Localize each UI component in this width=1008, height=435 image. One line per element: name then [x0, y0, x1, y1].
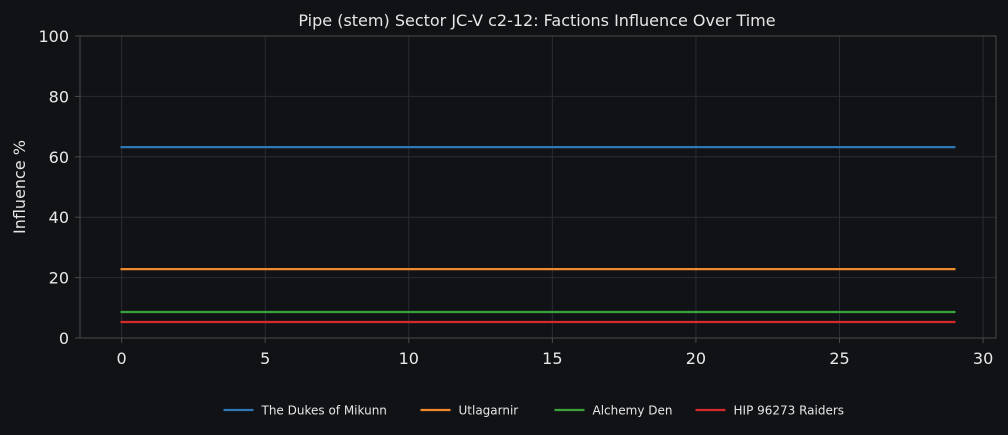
legend-label: The Dukes of Mikunn: [261, 404, 387, 418]
x-tick-label: 0: [117, 349, 127, 368]
x-tick-label: 25: [829, 349, 849, 368]
axis-ticks: 0 5 10 15 20 25 30 0 20 40 60 80 100: [38, 27, 993, 368]
x-tick-label: 10: [399, 349, 419, 368]
legend-label: Alchemy Den: [593, 404, 673, 418]
series-lines: [120, 146, 956, 324]
x-tick-label: 5: [260, 349, 270, 368]
legend-label: Utlagarnir: [459, 404, 519, 418]
x-tick-label: 15: [542, 349, 562, 368]
y-axis-label: Influence %: [10, 140, 29, 234]
x-tick-label: 30: [973, 349, 993, 368]
chart-title: Pipe (stem) Sector JC-V c2-12: Factions …: [298, 11, 775, 30]
y-tick-label: 20: [49, 269, 69, 288]
y-tick-label: 60: [49, 148, 69, 167]
y-tick-label: 40: [49, 208, 69, 227]
y-tick-label: 0: [59, 329, 69, 348]
x-tick-label: 20: [686, 349, 706, 368]
legend-label: HIP 96273 Raiders: [734, 404, 845, 418]
legend: The Dukes of Mikunn Utlagarnir Alchemy Den…: [223, 404, 845, 418]
plot-frame: [79, 35, 997, 339]
y-tick-label: 100: [38, 27, 69, 46]
y-tick-label: 80: [49, 87, 69, 106]
grid-lines: [80, 36, 996, 338]
